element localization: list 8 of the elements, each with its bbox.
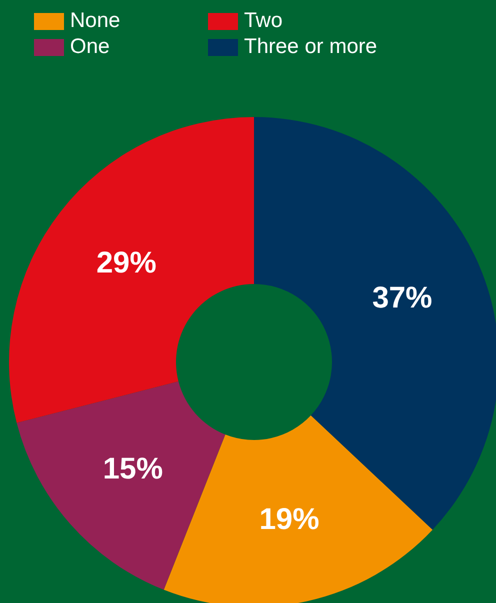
data-label: 29%	[96, 246, 156, 280]
legend-label: Two	[244, 9, 283, 33]
data-label: 37%	[372, 281, 432, 314]
legend-label: Three or more	[244, 35, 378, 59]
legend-label: None	[70, 9, 120, 33]
data-label: 15%	[102, 452, 163, 486]
data-label: 19%	[259, 503, 320, 536]
legend-label: One	[70, 35, 110, 59]
